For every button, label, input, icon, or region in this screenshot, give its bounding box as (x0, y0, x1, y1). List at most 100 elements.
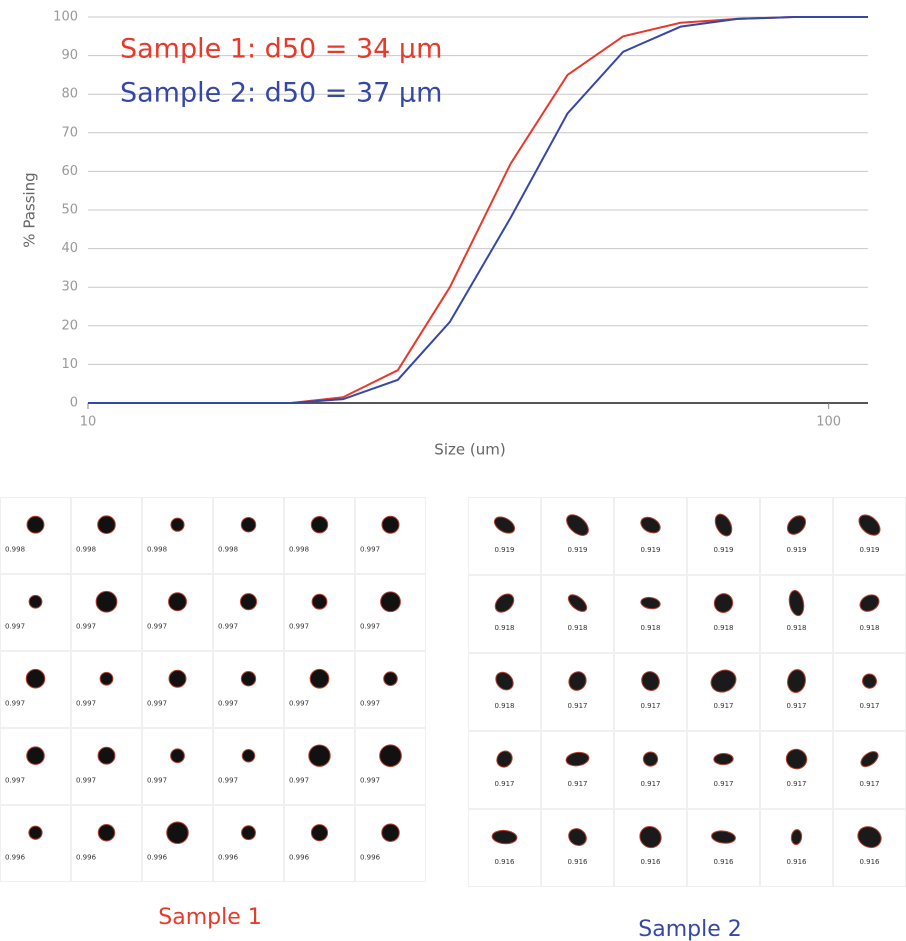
particle (713, 753, 734, 766)
particle (862, 673, 877, 689)
circularity-label: 0.996 (360, 853, 381, 861)
particle-cell (833, 497, 906, 575)
particle-cell (614, 497, 687, 575)
circularity-label: 0.916 (713, 858, 734, 866)
particle (713, 593, 734, 613)
particle (787, 669, 806, 693)
circularity-label: 0.998 (289, 545, 309, 553)
circularity-label: 0.917 (713, 780, 733, 788)
circularity-label: 0.919 (786, 546, 806, 554)
particle-cell (71, 574, 142, 651)
circularity-label: 0.998 (218, 545, 238, 553)
particle (26, 515, 45, 534)
y-tick-label: 30 (61, 280, 78, 295)
circularity-label: 0.917 (494, 780, 514, 788)
y-tick-label: 50 (61, 203, 78, 218)
circularity-label: 0.918 (567, 624, 587, 632)
particle (168, 592, 187, 612)
circularity-label: 0.997 (5, 699, 25, 707)
particle-cell (0, 497, 71, 574)
particle-cell (71, 805, 142, 882)
circularity-label: 0.997 (5, 622, 25, 630)
x-axis-label: Size (um) (434, 441, 505, 459)
particle (568, 828, 587, 846)
circularity-label: 0.997 (360, 622, 380, 630)
particle (491, 829, 518, 845)
circularity-label: 0.916 (640, 858, 661, 866)
circularity-label: 0.917 (859, 780, 879, 788)
circularity-label: 0.917 (859, 702, 879, 710)
circularity-label: 0.997 (289, 699, 309, 707)
particle (170, 748, 185, 764)
circularity-label: 0.916 (786, 858, 807, 866)
particle-cell (687, 653, 760, 731)
particle-cell (213, 805, 284, 882)
particle (311, 593, 328, 610)
particle-cell (71, 651, 142, 728)
circularity-label: 0.918 (786, 624, 806, 632)
particle (383, 671, 398, 687)
circularity-label: 0.997 (360, 699, 380, 707)
particle-cell (687, 809, 760, 887)
y-tick-label: 80 (61, 87, 78, 102)
circularity-label: 0.996 (218, 853, 239, 861)
particle (240, 671, 257, 687)
x-tick-label: 10 (80, 415, 97, 430)
particle (639, 826, 662, 849)
particle-cell (541, 575, 614, 653)
particle (380, 591, 401, 613)
circularity-label: 0.917 (786, 702, 806, 710)
circularity-label: 0.918 (640, 624, 660, 632)
circularity-label: 0.916 (567, 858, 588, 866)
particle-cell (833, 731, 906, 809)
particle (310, 516, 329, 534)
particle (95, 590, 118, 613)
circularity-label: 0.917 (713, 702, 733, 710)
particle-cell (833, 809, 906, 887)
particle-cell (142, 497, 213, 574)
particle (241, 825, 256, 841)
particle-cell (760, 575, 833, 653)
y-tick-label: 40 (61, 241, 78, 256)
particle-cell (687, 731, 760, 809)
particle-cell (284, 728, 355, 805)
particle (711, 830, 736, 844)
particle (494, 593, 515, 613)
circularity-label: 0.997 (147, 776, 167, 784)
particle-cell (541, 497, 614, 575)
particle-cell (468, 497, 541, 575)
y-axis-label: % Passing (21, 172, 39, 247)
circularity-label: 0.917 (567, 780, 587, 788)
particle (25, 668, 46, 689)
particle-cell (614, 809, 687, 887)
circularity-label: 0.997 (218, 699, 238, 707)
circularity-label: 0.996 (289, 853, 310, 861)
circularity-label: 0.917 (640, 702, 660, 710)
circularity-label: 0.917 (567, 702, 587, 710)
particle-cell (541, 653, 614, 731)
particle-cell (71, 497, 142, 574)
particle (857, 826, 882, 849)
particle-cell (687, 497, 760, 575)
particle-cell (760, 497, 833, 575)
particle-cell (213, 497, 284, 574)
particle (642, 751, 659, 767)
particle (710, 669, 737, 693)
circularity-label: 0.997 (218, 776, 238, 784)
particle-cell (142, 651, 213, 728)
particle-cell (355, 574, 426, 651)
circularity-label: 0.918 (713, 624, 733, 632)
particle-cell (833, 575, 906, 653)
particle (381, 515, 400, 534)
y-tick-label: 70 (61, 125, 78, 140)
particle (640, 596, 661, 610)
circularity-label: 0.996 (5, 853, 26, 861)
particle (168, 669, 187, 688)
particle (495, 671, 514, 691)
circularity-label: 0.918 (859, 624, 879, 632)
circularity-label: 0.917 (786, 780, 806, 788)
circularity-label: 0.919 (859, 546, 879, 554)
particle (239, 593, 258, 611)
circularity-label: 0.997 (147, 699, 167, 707)
